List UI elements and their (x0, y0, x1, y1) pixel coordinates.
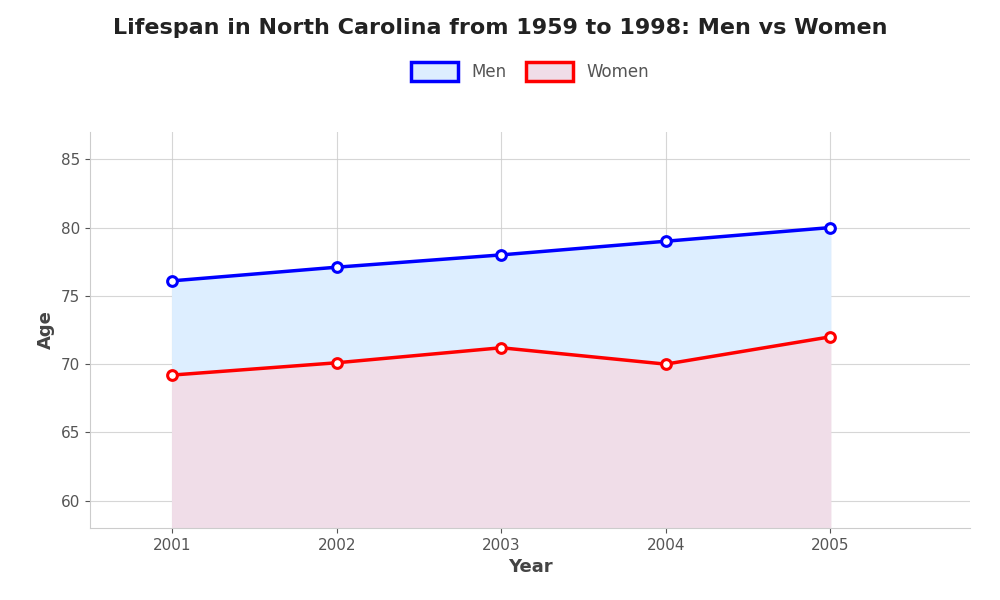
Legend: Men, Women: Men, Women (403, 53, 657, 89)
Y-axis label: Age: Age (37, 311, 55, 349)
Text: Lifespan in North Carolina from 1959 to 1998: Men vs Women: Lifespan in North Carolina from 1959 to … (113, 18, 887, 38)
X-axis label: Year: Year (508, 558, 552, 576)
